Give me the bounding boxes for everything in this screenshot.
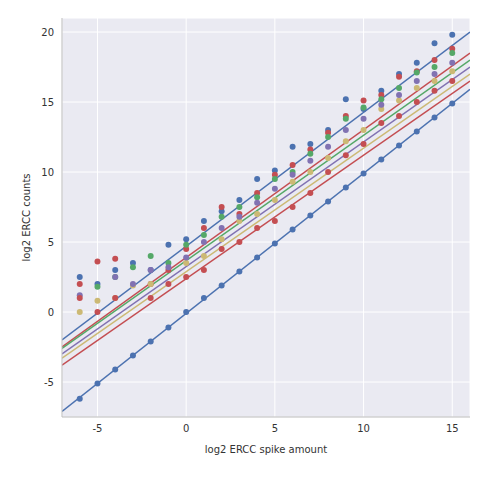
svg-text:log2 ERCC counts: log2 ERCC counts — [21, 173, 32, 261]
svg-text:0: 0 — [48, 307, 54, 318]
svg-text:5: 5 — [48, 237, 54, 248]
svg-text:10: 10 — [357, 423, 370, 434]
svg-text:15: 15 — [41, 97, 54, 108]
svg-text:0: 0 — [183, 423, 189, 434]
svg-text:15: 15 — [446, 423, 459, 434]
svg-text:10: 10 — [41, 167, 54, 178]
svg-text:5: 5 — [272, 423, 278, 434]
svg-text:-5: -5 — [44, 377, 54, 388]
svg-text:log2 ERCC spike amount: log2 ERCC spike amount — [205, 444, 327, 455]
svg-text:20: 20 — [41, 27, 54, 38]
svg-text:-5: -5 — [92, 423, 102, 434]
